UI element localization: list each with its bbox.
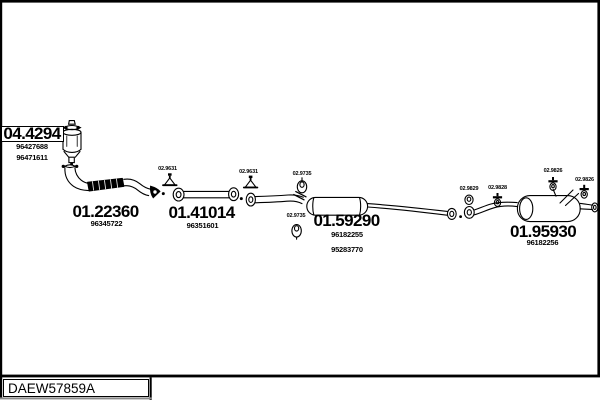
- oem-number-centremuffler-2: 95283770: [331, 245, 363, 254]
- mount-id-hanger1[interactable]: 02.9828: [488, 184, 507, 191]
- oem-number-centremuffler-1: 96182255: [331, 230, 363, 239]
- oem-number-catalytic-1: 96427688: [16, 141, 48, 151]
- oem-number-catalytic-2: 96471611: [16, 152, 48, 162]
- oem-number-centrepipe: 96351601: [186, 220, 219, 230]
- oem-number-rearmuffler: 96182256: [526, 238, 559, 247]
- part-id-flexpipe[interactable]: 01.22360: [72, 201, 139, 221]
- drawing-reference-code: DAEW57859A: [8, 380, 96, 396]
- mount-id-rubber2[interactable]: 02.9735: [286, 212, 306, 219]
- mount-id-bracket1[interactable]: 02.9631: [158, 166, 177, 172]
- part-id-box-catalytic[interactable]: 04.4294: [0, 124, 64, 143]
- rubber-hanger-icon-1: [296, 177, 308, 194]
- mount-id-rubber1[interactable]: 02.9735: [292, 170, 312, 177]
- drawing-reference-box: DAEW57859A: [3, 379, 149, 397]
- part-id-centremuffler[interactable]: 01.59290: [313, 210, 380, 230]
- part-id-centrepipe[interactable]: 01.41014: [168, 203, 235, 222]
- oem-number-flexpipe: 96345722: [90, 219, 123, 228]
- catalytic-converter-drawing: [61, 120, 82, 169]
- t-hanger-icon-1: [492, 192, 503, 207]
- mount-id-hanger2[interactable]: 02.9826: [543, 168, 563, 174]
- rubber-hanger-icon-2: [291, 223, 302, 240]
- bracket-hanger-icon-1: [162, 172, 178, 187]
- mount-id-bracket2[interactable]: 02.9631: [239, 168, 258, 175]
- centre-pipe-drawing: [172, 187, 243, 202]
- ring-hanger-icon: [464, 194, 474, 206]
- front-flex-pipe-drawing: [64, 167, 165, 199]
- mount-id-hanger3[interactable]: 02.9826: [575, 177, 594, 183]
- centre-muffler-drawing: [245, 190, 462, 220]
- t-hanger-icon-2: [547, 176, 559, 191]
- part-id-rearmuffler[interactable]: 01.95930: [509, 221, 577, 241]
- t-hanger-icon-3: [579, 184, 590, 199]
- part-id-catalytic: 04.4294: [3, 124, 61, 143]
- mount-id-ring1[interactable]: 02.9829: [459, 185, 479, 192]
- bracket-hanger-icon-2: [242, 174, 259, 189]
- rear-muffler-drawing: [463, 188, 599, 223]
